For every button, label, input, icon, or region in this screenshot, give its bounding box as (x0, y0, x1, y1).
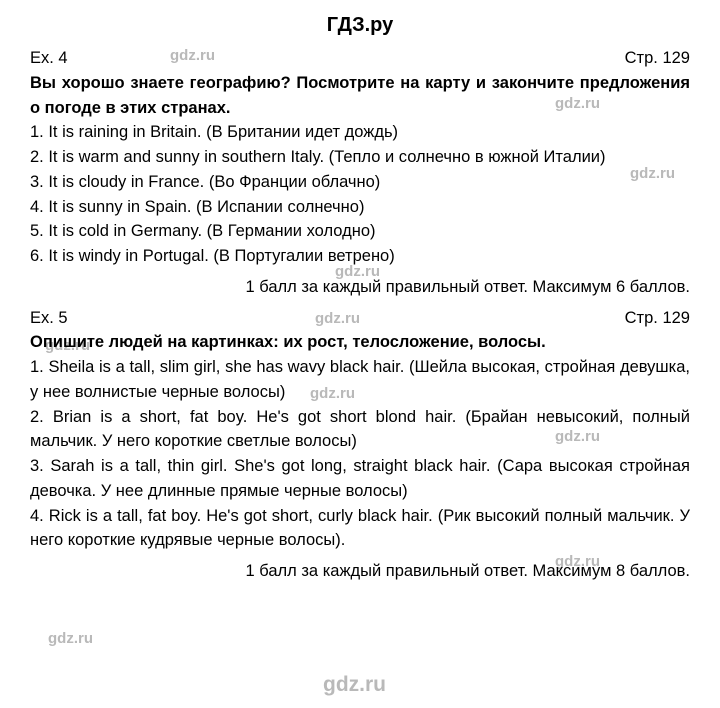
ex5-label: Ex. 5 (30, 306, 68, 331)
ex5-line: 4. Rick is a tall, fat boy. He's got sho… (30, 504, 690, 554)
ex4-page: Стр. 129 (625, 46, 690, 71)
ex4-line: 6. It is windy in Portugal. (В Португали… (30, 244, 690, 269)
ex4-line: 1. It is raining in Britain. (В Британии… (30, 120, 690, 145)
ex4-line: 5. It is cold in Germany. (В Германии хо… (30, 219, 690, 244)
ex4-line: 4. It is sunny in Spain. (В Испании солн… (30, 195, 690, 220)
ex5-task: Опишите людей на картинках: их рост, тел… (30, 330, 690, 355)
page-title: ГДЗ.ру (30, 10, 690, 40)
ex5-score: 1 балл за каждый правильный ответ. Макси… (30, 559, 690, 584)
watermark: gdz.ru (48, 630, 93, 647)
ex5-line: 2. Brian is a short, fat boy. He's got s… (30, 405, 690, 455)
ex4-line: 3. It is cloudy in France. (Во Франции о… (30, 170, 690, 195)
ex5-page: Стр. 129 (625, 306, 690, 331)
ex4-label: Ex. 4 (30, 46, 68, 71)
document-body: ГДЗ.ру Ex. 4 Стр. 129 Вы хорошо знаете г… (0, 0, 720, 600)
footer-watermark: gdz.ru (323, 673, 386, 697)
ex4-task: Вы хорошо знаете географию? Посмотрите н… (30, 71, 690, 121)
ex4-header: Ex. 4 Стр. 129 (30, 46, 690, 71)
ex5-line: 1. Sheila is a tall, slim girl, she has … (30, 355, 690, 405)
ex5-line: 3. Sarah is a tall, thin girl. She's got… (30, 454, 690, 504)
ex5-header: Ex. 5 Стр. 129 (30, 306, 690, 331)
ex4-score: 1 балл за каждый правильный ответ. Макси… (30, 275, 690, 300)
ex4-line: 2. It is warm and sunny in southern Ital… (30, 145, 690, 170)
